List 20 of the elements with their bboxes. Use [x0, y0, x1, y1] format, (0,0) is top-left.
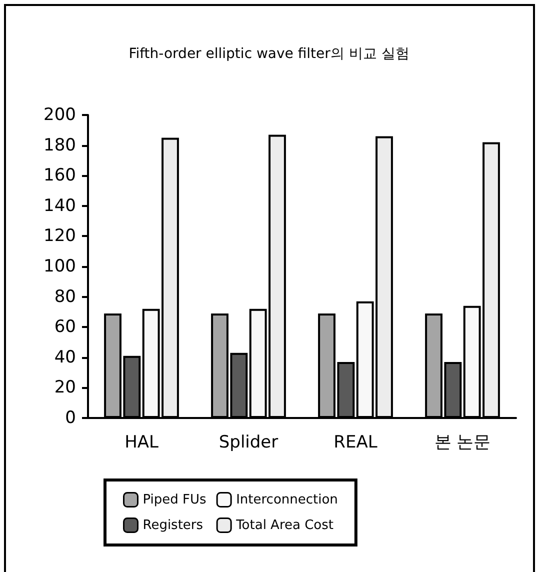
y-tick-label: 0 — [65, 408, 76, 428]
y-tick-label: 60 — [54, 317, 76, 338]
y-tick-label: 160 — [44, 166, 76, 186]
legend-label: Interconnection — [236, 492, 338, 508]
x-tick-label: REAL — [334, 432, 378, 452]
y-tick-label: 200 — [44, 105, 76, 125]
y-tick-label: 180 — [44, 135, 76, 156]
legend-label: Piped FUs — [142, 492, 207, 508]
x-tick-label: 본 논문 — [434, 432, 491, 452]
x-tick-label: Splider — [218, 432, 278, 452]
y-tick-label: 80 — [54, 286, 76, 307]
x-tick-label: HAL — [124, 432, 159, 452]
y-tick-label: 40 — [54, 347, 76, 368]
y-tick-label: 100 — [44, 256, 76, 276]
legend-label: Total Area Cost — [235, 518, 334, 533]
legend-label: Registers — [142, 518, 204, 533]
chart-title: Fifth-order elliptic wave filter의 비교 실험 — [128, 46, 410, 62]
y-tick-label: 140 — [44, 196, 76, 216]
y-tick-label: 20 — [54, 378, 76, 398]
y-tick-label: 120 — [44, 226, 76, 246]
